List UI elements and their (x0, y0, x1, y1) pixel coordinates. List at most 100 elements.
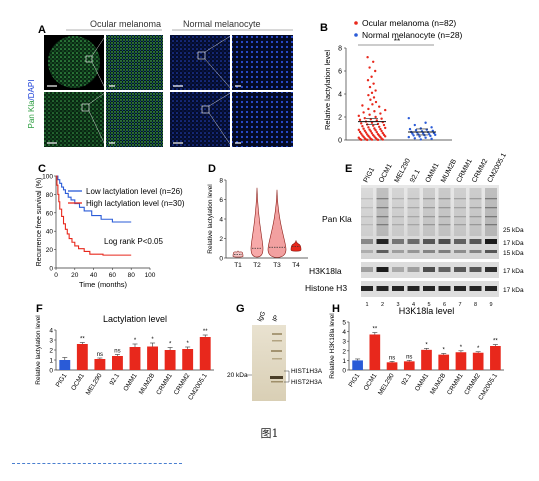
b-point (431, 129, 434, 132)
c-series-1 (56, 175, 132, 256)
pankla-band (454, 224, 466, 226)
chartF-ytick-label: 3 (49, 338, 53, 345)
chartF-sig: * (151, 337, 154, 343)
b-point (378, 125, 381, 128)
chartH-xtick-label: CRMM1 (446, 372, 465, 396)
b-point (424, 121, 427, 124)
chartF-sig: * (186, 341, 189, 347)
panel-h-letter: H (332, 303, 340, 315)
marker-17kda-c: 17 kDa (503, 287, 524, 294)
b-point (368, 113, 371, 116)
b-point (366, 138, 369, 142)
lane-label: CM2005.1 (487, 152, 508, 184)
b-point (368, 85, 372, 89)
chartH-ylabel: Relative H3K18la level (329, 313, 336, 379)
b-point (363, 129, 366, 132)
b-point (361, 104, 364, 107)
chartF-xtick-label: OCM1 (70, 372, 86, 392)
b-point (378, 105, 381, 108)
panel-d-letter: D (208, 163, 216, 175)
b-point (424, 136, 427, 139)
b-ytick-label: 0 (338, 138, 342, 145)
lane-number: 1 (365, 302, 368, 308)
b-point (371, 103, 374, 106)
c-xlabel: Time (months) (79, 280, 128, 289)
pankla-band (469, 207, 482, 209)
b-point (374, 100, 378, 104)
pankla-band (438, 224, 451, 226)
b-point (418, 135, 421, 138)
pankla-smear (407, 188, 420, 236)
b-point (366, 56, 369, 59)
h3-band (438, 286, 451, 291)
micrograph-normal-high-zoom (232, 92, 293, 147)
pankla-band (423, 224, 435, 226)
c-xtick-label: 0 (54, 272, 58, 279)
chartF-sig: ns (114, 349, 120, 355)
pankla-band-15 (361, 250, 373, 253)
h3-band (469, 286, 482, 291)
b-point (417, 133, 420, 136)
h3k18la-band (438, 267, 451, 272)
b-point (372, 82, 375, 85)
panel-b-sig: ** (394, 37, 400, 46)
b-point (367, 126, 370, 129)
c-xtick-label: 100 (145, 272, 156, 279)
b-point (414, 129, 418, 132)
b-point (407, 116, 410, 120)
chartH-bar (490, 346, 501, 370)
chartH-sig: * (477, 346, 480, 352)
pankla-smear (454, 188, 466, 236)
b-point (368, 128, 371, 131)
b-point (384, 135, 387, 138)
b-point (432, 131, 436, 135)
b-point (374, 89, 377, 92)
b-point (362, 111, 365, 114)
b-point (429, 134, 432, 138)
pankla-band (392, 224, 404, 226)
chartH-bar (403, 361, 415, 370)
c-ytick-label: 0 (49, 266, 53, 273)
chartF-xtick-label: MUM2B (138, 372, 156, 396)
b-point (362, 127, 365, 130)
b-point (358, 118, 362, 122)
b-point (413, 137, 416, 140)
pankla-band (469, 224, 482, 226)
legend-c-0: Low lactylation level (n=26) (86, 187, 183, 196)
panel-g-letter: G (236, 303, 245, 315)
b-point (372, 96, 376, 99)
pankla-band (376, 207, 389, 209)
b-point (430, 137, 433, 141)
pankla-band (469, 216, 482, 218)
pankla-band (361, 216, 373, 218)
chartH-bar (369, 334, 381, 370)
chartH-bar (386, 362, 398, 370)
c-xtick-label: 80 (128, 272, 136, 279)
b-point (379, 127, 382, 131)
pankla-smear (361, 188, 373, 236)
b-ytick-label: 4 (338, 92, 342, 99)
micrograph-normal-high (170, 92, 230, 147)
pankla-band-17 (469, 239, 482, 244)
blot-pankla (361, 185, 499, 259)
pankla-smear (376, 188, 389, 236)
c-ylabel: Recurrence free survival (%) (36, 178, 43, 267)
bottom-link-line[interactable] (12, 455, 182, 464)
chartF-sig: ns (97, 352, 103, 358)
chartF-ytick-label: 2 (49, 348, 53, 355)
b-ytick-label: 6 (338, 69, 342, 76)
legend-b-marker-1 (354, 33, 358, 37)
panel-b-ylabel: Relative lactylation level (323, 50, 332, 130)
pankla-band (438, 198, 451, 200)
chartF-bar (164, 350, 176, 370)
pankla-band (376, 224, 389, 226)
d-xtick-label: T4 (292, 262, 300, 269)
micrograph-ocular-high-zoom (106, 92, 163, 147)
b-ytick-label: 8 (338, 46, 342, 53)
blot-label-pankla: Pan Kla (322, 214, 352, 224)
chartF-xtick-label: PIG1 (55, 372, 69, 389)
b-point (381, 138, 384, 141)
b-point (434, 133, 437, 137)
b-point (408, 127, 412, 131)
